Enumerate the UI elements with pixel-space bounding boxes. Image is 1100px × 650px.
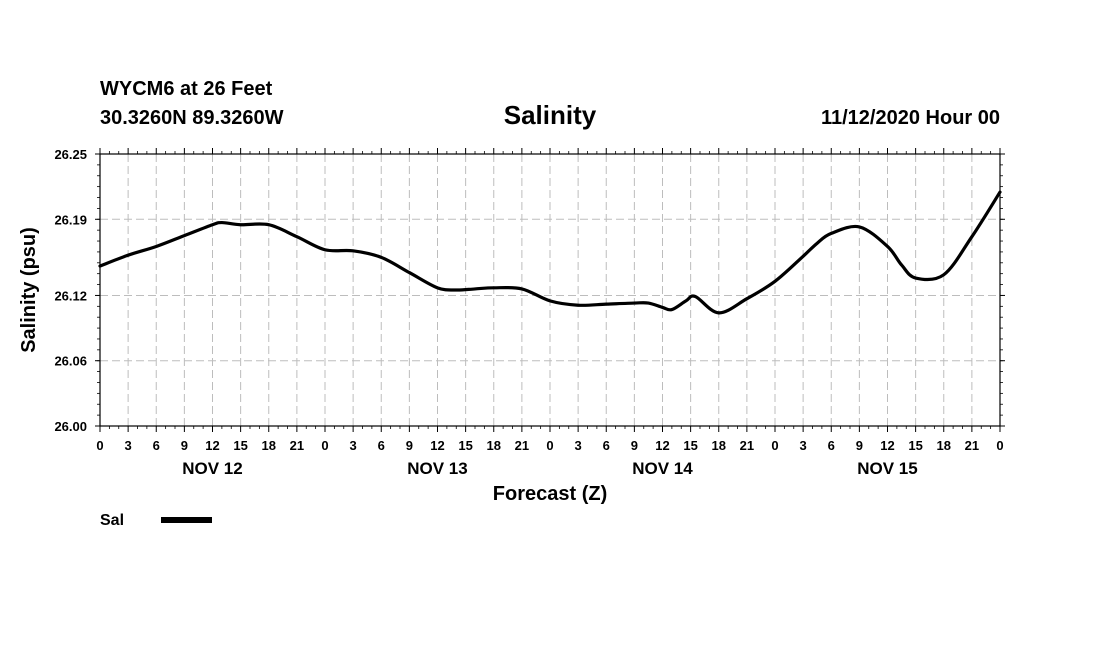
- x-tick-label: 21: [965, 438, 979, 453]
- series-line-sal: [98, 190, 1002, 315]
- legend-label-sal: Sal: [100, 512, 124, 529]
- x-tick-label: 0: [546, 438, 553, 453]
- y-tick-label: 26.00: [54, 419, 87, 434]
- x-axis-label: Forecast (Z): [493, 483, 607, 505]
- x-tick-label: 12: [205, 438, 219, 453]
- x-tick-label: 3: [800, 438, 807, 453]
- y-tick-label: 26.12: [54, 288, 87, 303]
- x-tick-label: 0: [321, 438, 328, 453]
- y-tick-labels: 26.00 26.06 26.12 26.19 26.25: [54, 147, 87, 434]
- day-label: NOV 15: [857, 459, 917, 478]
- run-time: 11/12/2020 Hour 00: [821, 107, 1000, 129]
- x-tick-label: 21: [515, 438, 529, 453]
- x-tick-label: 3: [350, 438, 357, 453]
- grid-lines: [100, 154, 1000, 426]
- x-tick-label: 15: [908, 438, 922, 453]
- station-name: WYCM6 at 26 Feet: [100, 78, 273, 100]
- x-tick-label: 12: [430, 438, 444, 453]
- x-tick-label: 6: [603, 438, 610, 453]
- x-tick-label: 21: [290, 438, 304, 453]
- x-tick-label: 15: [233, 438, 247, 453]
- x-tick-label: 0: [96, 438, 103, 453]
- x-tick-label: 9: [631, 438, 638, 453]
- x-tick-label: 18: [487, 438, 501, 453]
- x-tick-label: 0: [771, 438, 778, 453]
- x-tick-label: 6: [153, 438, 160, 453]
- plot-frame: [99, 153, 1001, 427]
- x-tick-label: 3: [125, 438, 132, 453]
- x-tick-label: 0: [996, 438, 1003, 453]
- day-labels: NOV 12 NOV 13 NOV 14 NOV 15: [182, 459, 917, 478]
- x-tick-label: 3: [575, 438, 582, 453]
- y-tick-label: 26.06: [54, 354, 87, 369]
- x-tick-label: 18: [937, 438, 951, 453]
- x-tick-label: 21: [740, 438, 754, 453]
- x-tick-label: 15: [683, 438, 697, 453]
- x-tick-label: 12: [880, 438, 894, 453]
- x-tick-labels: 0 3 6 9 12 15 18 21 0 3 6 9 12 15 18 21 0 3 6 9 12 15 18 21 0 3 6 9…: [96, 438, 1003, 453]
- y-tick-label: 26.25: [54, 147, 87, 162]
- day-label: NOV 12: [182, 459, 242, 478]
- x-tick-label: 9: [181, 438, 188, 453]
- x-tick-label: 18: [262, 438, 276, 453]
- x-tick-label: 9: [406, 438, 413, 453]
- day-label: NOV 13: [407, 459, 467, 478]
- y-tick-label: 26.19: [54, 212, 87, 227]
- x-tick-label: 15: [458, 438, 472, 453]
- x-tick-label: 18: [712, 438, 726, 453]
- chart-title: Salinity: [504, 100, 597, 130]
- x-tick-label: 12: [655, 438, 669, 453]
- day-label: NOV 14: [632, 459, 693, 478]
- station-coordinates: 30.3260N 89.3260W: [100, 107, 284, 129]
- x-tick-label: 6: [378, 438, 385, 453]
- x-tick-label: 6: [828, 438, 835, 453]
- x-tick-label: 9: [856, 438, 863, 453]
- y-axis-label: Salinity (psu): [18, 227, 40, 353]
